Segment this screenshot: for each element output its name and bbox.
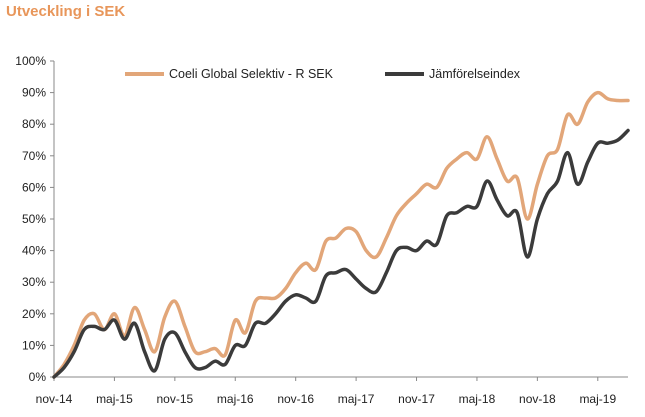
x-tick-label: nov-14 [36, 392, 73, 406]
legend-item-coeli: Coeli Global Selektiv - R SEK [125, 67, 334, 81]
y-tick-label: 10% [22, 338, 46, 352]
x-ticks: nov-14 maj-15 nov-15 maj-16 nov-16 maj-17 nov-… [36, 377, 616, 406]
y-tick-label: 60% [22, 180, 46, 194]
x-tick-label: nov-17 [398, 392, 435, 406]
y-tick-label: 20% [22, 307, 46, 321]
legend-label-coeli: Coeli Global Selektiv - R SEK [169, 67, 334, 81]
series-line-index [52, 128, 630, 379]
x-axis: nov-14 maj-15 nov-15 maj-16 nov-16 maj-17 nov-… [36, 376, 628, 406]
x-tick-label: nov-15 [156, 392, 193, 406]
x-tick-label: maj-18 [459, 392, 496, 406]
legend: Coeli Global Selektiv - R SEK Jämförelse… [125, 67, 521, 81]
y-tick-label: 80% [22, 117, 46, 131]
y-tick-label: 30% [22, 275, 46, 289]
x-tick-label: nov-16 [277, 392, 314, 406]
legend-item-index: Jämförelseindex [385, 67, 521, 81]
y-ticks: 0% 10% 20% 30% 40% 50% 60% 70% 80% 90% 100% [15, 54, 54, 384]
x-tick-label: nov-18 [519, 392, 556, 406]
series-lines [52, 90, 630, 379]
legend-label-index: Jämförelseindex [429, 67, 521, 81]
chart-title: Utveckling i SEK [6, 3, 126, 20]
series-line-coeli [52, 90, 630, 379]
x-tick-label: maj-17 [338, 392, 375, 406]
x-tick-label: maj-19 [579, 392, 616, 406]
y-tick-label: 100% [15, 54, 46, 68]
y-tick-label: 90% [22, 86, 46, 100]
y-tick-label: 70% [22, 149, 46, 163]
y-tick-label: 40% [22, 244, 46, 258]
y-tick-label: 0% [29, 370, 47, 384]
x-tick-label: maj-16 [217, 392, 254, 406]
y-tick-label: 50% [22, 212, 46, 226]
y-axis: 0% 10% 20% 30% 40% 50% 60% 70% 80% 90% 100% [15, 54, 55, 384]
x-tick-label: maj-15 [96, 392, 133, 406]
